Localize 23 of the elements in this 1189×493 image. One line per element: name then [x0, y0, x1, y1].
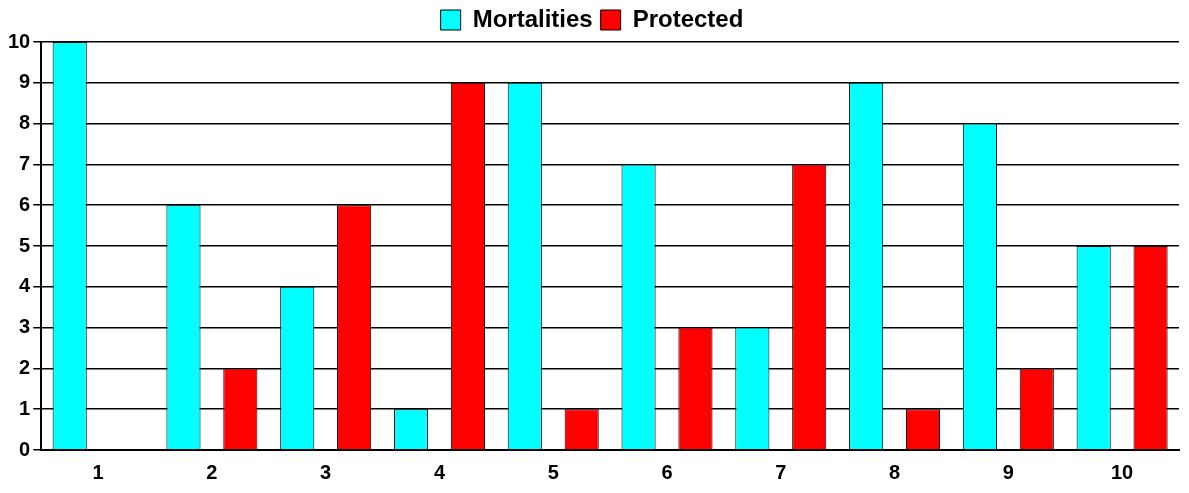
y-tick-label: 3: [19, 315, 31, 338]
y-tick-label: 5: [19, 233, 31, 256]
y-tick-label: 7: [19, 151, 31, 174]
y-tick-label: 1: [19, 396, 31, 419]
x-tick-label: 2: [206, 460, 218, 483]
x-tick-label: 6: [661, 460, 673, 483]
y-tick-label: 2: [19, 355, 31, 378]
y-tick-label: 8: [19, 111, 31, 134]
legend-label: Protected: [632, 4, 744, 32]
y-tick-label: 0: [19, 437, 31, 460]
x-tick-label: 4: [433, 460, 446, 483]
x-tick-label: 1: [92, 460, 104, 483]
y-tick-label: 10: [8, 29, 31, 52]
x-tick-label: 7: [775, 460, 787, 483]
legend-label: Mortalities: [472, 4, 593, 32]
y-tick-label: 9: [19, 70, 31, 93]
x-tick-label: 8: [889, 460, 901, 483]
y-tick-label: 4: [19, 274, 32, 297]
x-tick-label: 9: [1002, 460, 1014, 483]
x-tick-label: 3: [320, 460, 332, 483]
x-tick-label: 5: [547, 460, 559, 483]
x-tick-label: 10: [1110, 460, 1134, 483]
y-tick-label: 6: [19, 192, 31, 215]
